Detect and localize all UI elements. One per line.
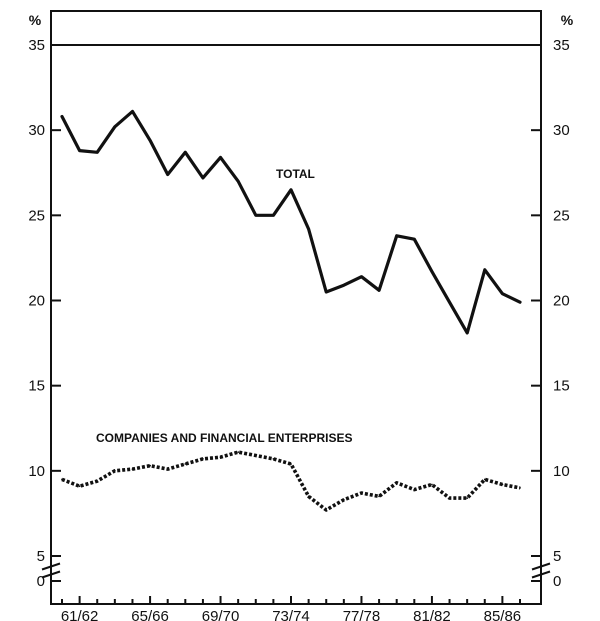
y-unit-right: % bbox=[561, 12, 574, 28]
series-0-point-24 bbox=[483, 268, 486, 271]
series-0-point-26 bbox=[519, 301, 521, 304]
x-tick-label-0: 61/62 bbox=[61, 608, 99, 621]
series-0-point-9 bbox=[219, 156, 222, 159]
series-0-point-5 bbox=[149, 139, 152, 142]
y-tick-label-right-10: 10 bbox=[553, 463, 570, 480]
series-1-point-21 bbox=[431, 483, 433, 486]
series-1-point-1 bbox=[78, 485, 81, 488]
y-tick-label-left-10: 10 bbox=[28, 463, 45, 480]
y-unit-left: % bbox=[29, 12, 42, 28]
series-0-point-12 bbox=[272, 214, 275, 217]
series-0-point-15 bbox=[325, 291, 328, 293]
plot-frame bbox=[50, 10, 542, 605]
y-tick-label-right-0: 0 bbox=[553, 573, 561, 590]
series-0-point-4 bbox=[131, 110, 134, 113]
series-1-point-6 bbox=[166, 468, 169, 470]
series-0-point-0 bbox=[61, 115, 63, 118]
series-0-point-18 bbox=[378, 289, 380, 292]
y-tick-label-right-35: 35 bbox=[553, 37, 570, 54]
series-1-point-26 bbox=[519, 487, 521, 489]
y-tick-label-left-20: 20 bbox=[28, 293, 45, 310]
series-1-point-22 bbox=[448, 497, 451, 499]
series-1-point-25 bbox=[501, 483, 504, 486]
series-line-0 bbox=[60, 109, 522, 335]
series-1-point-11 bbox=[254, 454, 257, 457]
series-1-point-7 bbox=[184, 463, 187, 465]
series-line-1 bbox=[61, 450, 521, 512]
series-0-point-22 bbox=[448, 301, 451, 304]
series-0-point-23 bbox=[466, 332, 469, 334]
y-tick-label-right-25: 25 bbox=[553, 207, 570, 224]
series-0-point-7 bbox=[184, 151, 187, 154]
series-0-point-16 bbox=[342, 284, 345, 287]
series-0-point-25 bbox=[501, 292, 504, 295]
series-1-point-3 bbox=[113, 469, 116, 472]
y-tick-label-left-35: 35 bbox=[28, 37, 45, 54]
series-1-point-0 bbox=[61, 478, 63, 481]
series-0-point-20 bbox=[413, 238, 416, 241]
series-1-point-13 bbox=[290, 463, 292, 465]
series-1-point-20 bbox=[413, 488, 416, 491]
y-tick-label-right-15: 15 bbox=[553, 378, 570, 395]
series-1-point-14 bbox=[307, 495, 310, 498]
series-0-point-14 bbox=[307, 228, 310, 230]
y-tick-label-left-25: 25 bbox=[28, 207, 45, 224]
y-tick-label-left-5: 5 bbox=[37, 548, 45, 565]
y-tick-label-left-30: 30 bbox=[28, 122, 45, 139]
x-tick-label-5: 81/82 bbox=[413, 608, 451, 621]
series-layer bbox=[60, 109, 522, 512]
series-0-point-13 bbox=[290, 188, 292, 191]
series-1-point-8 bbox=[202, 458, 204, 460]
series-1-point-10 bbox=[237, 451, 240, 453]
series-label-companies: COMPANIES AND FINANCIAL ENTERPRISES bbox=[96, 431, 352, 445]
x-tick-label-6: 85/86 bbox=[484, 608, 522, 621]
series-label-total: TOTAL bbox=[276, 167, 315, 181]
series-0-point-1 bbox=[78, 149, 81, 152]
axis-break-marks bbox=[41, 562, 551, 579]
y-tick-label-right-30: 30 bbox=[553, 122, 570, 139]
y-tick-label-right-20: 20 bbox=[553, 293, 570, 310]
series-0-point-8 bbox=[202, 177, 204, 179]
series-0-point-6 bbox=[166, 173, 169, 176]
series-1-point-17 bbox=[360, 492, 363, 494]
series-1-point-2 bbox=[96, 480, 99, 482]
axis-break-left-a bbox=[41, 562, 61, 571]
axis-break-left-b bbox=[41, 570, 61, 579]
y-tick-label-left-0: 0 bbox=[37, 573, 45, 590]
y-tick-label-left-15: 15 bbox=[28, 378, 45, 395]
x-axis-ticks: 61/62 65/66 69/70 73/74 77/78 81/82 85/86 bbox=[61, 596, 521, 621]
y-tick-label-right-5: 5 bbox=[553, 548, 561, 565]
series-1-point-4 bbox=[131, 468, 134, 470]
series-1-point-18 bbox=[378, 495, 380, 498]
x-tick-label-3: 73/74 bbox=[272, 608, 310, 621]
series-1-point-15 bbox=[325, 509, 328, 511]
x-tick-label-4: 77/78 bbox=[343, 608, 381, 621]
series-0-point-2 bbox=[96, 151, 99, 154]
series-1-point-5 bbox=[149, 464, 152, 467]
series-0-point-17 bbox=[360, 275, 363, 278]
series-1-point-9 bbox=[219, 456, 222, 459]
series-0-point-21 bbox=[431, 270, 433, 273]
series-1-point-19 bbox=[395, 481, 398, 484]
series-0-point-3 bbox=[113, 125, 116, 128]
series-1-point-24 bbox=[483, 478, 486, 481]
series-1-point-16 bbox=[342, 498, 345, 501]
x-tick-label-2: 69/70 bbox=[202, 608, 240, 621]
axis-break-right-b bbox=[531, 570, 551, 579]
series-1-point-12 bbox=[272, 458, 275, 460]
series-0-point-10 bbox=[237, 180, 240, 183]
series-1-point-23 bbox=[466, 497, 469, 499]
series-0-point-19 bbox=[395, 234, 398, 237]
x-tick-label-1: 65/66 bbox=[131, 608, 169, 621]
y-axis-ticks: 0 0 5 5 10 10 15 15 20 20 25 25 30 30 35 35 bbox=[28, 37, 569, 590]
series-0-point-11 bbox=[254, 214, 257, 217]
axis-break-right-a bbox=[531, 562, 551, 571]
